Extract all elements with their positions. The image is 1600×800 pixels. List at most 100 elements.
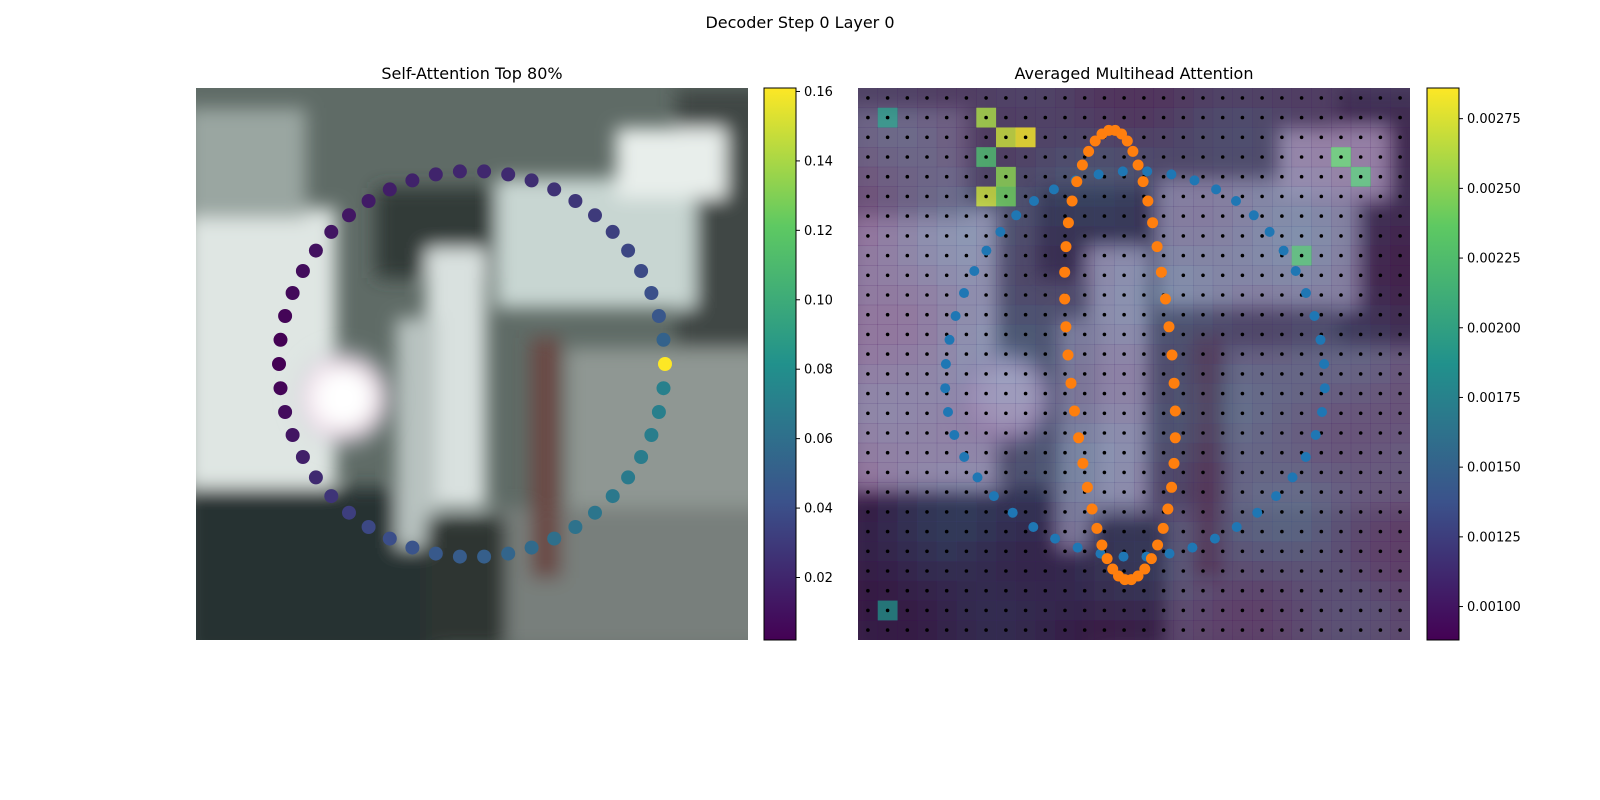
grid-dot xyxy=(1063,372,1067,376)
grid-dot xyxy=(1280,608,1284,613)
grid-dot xyxy=(1220,431,1225,435)
grid-dot xyxy=(905,490,910,494)
colorbar-tick-label: 0.14 xyxy=(804,154,833,169)
grid-dot xyxy=(925,411,929,416)
grid-dot xyxy=(885,194,890,199)
grid-dot xyxy=(1161,253,1166,258)
self-attention-points xyxy=(272,164,672,564)
grid-dot xyxy=(1122,372,1126,376)
grid-dot xyxy=(905,569,910,573)
target-point xyxy=(1065,377,1077,389)
grid-dot xyxy=(1181,253,1186,258)
grid-dot xyxy=(1102,608,1107,613)
grid-dot xyxy=(1378,470,1383,475)
grid-dot xyxy=(1260,273,1264,278)
query-point xyxy=(969,266,980,276)
grid-dot xyxy=(1398,234,1402,238)
self-attention-point xyxy=(428,167,443,182)
query-point xyxy=(1189,175,1200,186)
grid-dot xyxy=(1181,628,1186,632)
grid-dot xyxy=(885,391,890,396)
grid-dot xyxy=(1319,490,1324,494)
grid-dot xyxy=(866,293,870,297)
grid-dot xyxy=(905,450,910,455)
grid-dot xyxy=(1240,510,1245,514)
grid-dot xyxy=(1240,372,1245,376)
left-panel xyxy=(186,88,766,658)
figure-suptitle: Decoder Step 0 Layer 0 xyxy=(705,13,895,32)
grid-dot xyxy=(1220,450,1225,455)
self-attention-point xyxy=(621,470,636,485)
grid-dot xyxy=(1043,253,1048,258)
grid-dot xyxy=(1280,135,1284,140)
grid-dot xyxy=(1260,608,1264,613)
grid-dot xyxy=(1004,490,1008,494)
self-attention-point xyxy=(295,450,310,464)
self-attention-point xyxy=(405,540,420,555)
grid-dot xyxy=(905,253,910,258)
grid-dot xyxy=(1358,115,1363,120)
grid-dot xyxy=(1319,155,1324,159)
grid-dot xyxy=(1102,372,1107,376)
grid-dot xyxy=(885,273,890,278)
grid-dot xyxy=(905,588,910,593)
grid-dot xyxy=(1023,96,1028,100)
colorbar-tick-label: 0.02 xyxy=(804,571,833,586)
grid-dot xyxy=(925,135,929,140)
grid-dot xyxy=(1122,253,1126,258)
grid-dot xyxy=(1201,115,1205,120)
grid-dot xyxy=(1004,549,1008,554)
right-panel xyxy=(858,88,1410,640)
query-point xyxy=(940,359,951,369)
grid-dot xyxy=(1240,529,1245,534)
grid-dot xyxy=(1181,608,1186,613)
grid-dot xyxy=(1280,273,1284,278)
colorbar-tick-label: 0.00225 xyxy=(1467,252,1521,267)
grid-dot xyxy=(1082,510,1087,514)
grid-dot xyxy=(1220,549,1225,554)
query-point xyxy=(959,452,970,462)
grid-dot xyxy=(984,96,988,100)
grid-dot xyxy=(1102,273,1107,278)
grid-dot xyxy=(1339,155,1343,159)
grid-dot xyxy=(905,628,910,632)
grid-dot xyxy=(1142,214,1146,218)
grid-dot xyxy=(1082,273,1087,278)
grid-dot xyxy=(905,391,910,396)
grid-dot xyxy=(905,214,910,218)
grid-dot xyxy=(866,608,870,613)
self-attention-point xyxy=(361,194,376,208)
grid-dot xyxy=(1004,253,1008,258)
query-point xyxy=(1048,184,1059,195)
grid-dot xyxy=(1280,332,1284,337)
grid-dot xyxy=(964,96,969,100)
grid-dot xyxy=(1299,332,1304,337)
grid-dot xyxy=(1181,155,1186,159)
target-point xyxy=(1168,457,1180,469)
grid-dot xyxy=(1398,490,1402,494)
grid-dot xyxy=(1122,628,1126,632)
grid-dot xyxy=(1043,234,1048,238)
self-attention-point xyxy=(658,357,672,371)
grid-dot xyxy=(964,332,969,337)
grid-dot xyxy=(1181,115,1186,120)
grid-dot xyxy=(1378,194,1383,199)
grid-dot xyxy=(905,431,910,435)
grid-dot xyxy=(1339,588,1343,593)
query-point xyxy=(1248,210,1259,221)
grid-dot xyxy=(905,174,910,179)
grid-dot xyxy=(1358,174,1363,179)
grid-dot xyxy=(1122,115,1126,120)
colorbar-tick-label: 0.00250 xyxy=(1467,182,1521,197)
grid-dot xyxy=(1260,529,1264,534)
grid-dot xyxy=(1280,352,1284,356)
grid-dot xyxy=(1181,372,1186,376)
grid-dot xyxy=(866,588,870,593)
grid-dot xyxy=(1142,490,1146,494)
grid-dot xyxy=(944,234,949,238)
grid-dot xyxy=(1082,194,1087,199)
grid-dot xyxy=(1161,312,1166,317)
grid-dot xyxy=(1102,431,1107,435)
grid-dot xyxy=(1122,332,1126,337)
grid-dot xyxy=(1004,431,1008,435)
